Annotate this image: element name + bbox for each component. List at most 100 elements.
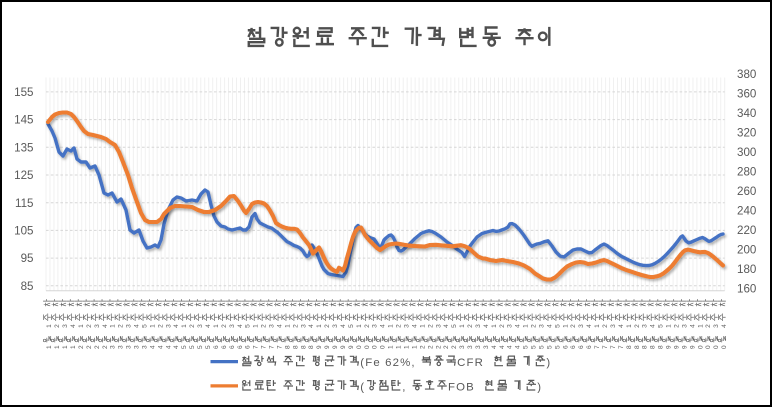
- svg-text:5: 5: [205, 345, 212, 349]
- svg-text:3: 3: [435, 324, 442, 328]
- svg-text:2: 2: [396, 324, 403, 328]
- svg-text:3: 3: [62, 324, 69, 328]
- svg-text:4: 4: [276, 324, 283, 328]
- svg-text:4: 4: [618, 324, 625, 328]
- svg-text:1: 1: [110, 324, 117, 328]
- svg-text:1: 1: [388, 345, 395, 349]
- svg-text:9: 9: [348, 345, 355, 349]
- svg-text:1: 1: [626, 324, 633, 328]
- svg-text:CFR: CFR: [457, 357, 484, 369]
- svg-text:2: 2: [324, 324, 331, 328]
- svg-text:3: 3: [269, 324, 276, 328]
- svg-text:1: 1: [78, 324, 85, 328]
- svg-text:9: 9: [681, 345, 688, 349]
- svg-text:1: 1: [594, 324, 601, 328]
- svg-text:5: 5: [538, 345, 545, 349]
- svg-text:7: 7: [269, 345, 276, 349]
- svg-text:2: 2: [189, 324, 196, 328]
- svg-text:1: 1: [459, 324, 466, 328]
- svg-text:340: 340: [737, 107, 756, 120]
- svg-text:3: 3: [507, 324, 514, 328]
- svg-text:9: 9: [316, 345, 323, 349]
- svg-text:1: 1: [396, 345, 403, 349]
- svg-text:2: 2: [531, 324, 538, 328]
- svg-text:7: 7: [610, 345, 617, 349]
- svg-text:7: 7: [253, 345, 260, 349]
- svg-text:3: 3: [404, 324, 411, 328]
- svg-text:5: 5: [658, 324, 665, 328]
- svg-text:5: 5: [554, 324, 561, 328]
- svg-text:2: 2: [364, 324, 371, 328]
- svg-text:2: 2: [292, 324, 299, 328]
- svg-text:2: 2: [54, 324, 61, 328]
- svg-text:6: 6: [245, 345, 252, 349]
- svg-text:1: 1: [356, 324, 363, 328]
- svg-text:3: 3: [118, 345, 125, 349]
- svg-text:5: 5: [245, 324, 252, 328]
- svg-text:4: 4: [483, 324, 490, 328]
- svg-text:2: 2: [86, 324, 93, 328]
- svg-text:5: 5: [189, 345, 196, 349]
- svg-text:4: 4: [205, 324, 212, 328]
- svg-text:2: 2: [435, 345, 442, 349]
- svg-text:(: (: [360, 381, 365, 393]
- svg-text:4: 4: [70, 324, 77, 328]
- svg-text:5: 5: [546, 345, 553, 349]
- svg-text:105: 105: [14, 225, 33, 238]
- svg-text:,: ,: [402, 381, 406, 393]
- svg-text:7: 7: [618, 345, 625, 349]
- svg-text:1: 1: [284, 324, 291, 328]
- svg-text:1: 1: [46, 345, 53, 349]
- svg-text:3: 3: [467, 345, 474, 349]
- svg-text:135: 135: [14, 141, 33, 154]
- svg-text:2: 2: [157, 324, 164, 328]
- svg-text:2: 2: [467, 324, 474, 328]
- svg-text:2: 2: [634, 324, 641, 328]
- svg-text:0: 0: [705, 345, 712, 349]
- svg-text:1: 1: [523, 324, 530, 328]
- svg-text:3: 3: [126, 345, 133, 349]
- svg-text:4: 4: [546, 324, 553, 328]
- svg-text:2: 2: [499, 324, 506, 328]
- svg-text:0: 0: [364, 345, 371, 349]
- svg-text:155: 155: [14, 86, 33, 99]
- svg-text:3: 3: [332, 324, 339, 328]
- svg-text:8: 8: [292, 345, 299, 349]
- svg-text:1: 1: [62, 345, 69, 349]
- svg-text:1: 1: [253, 324, 260, 328]
- svg-text:1: 1: [491, 324, 498, 328]
- svg-text:4: 4: [380, 324, 387, 328]
- svg-text:2: 2: [86, 345, 93, 349]
- svg-text:3: 3: [126, 324, 133, 328]
- svg-text:2: 2: [419, 345, 426, 349]
- svg-text:2: 2: [78, 345, 85, 349]
- svg-text:3: 3: [229, 324, 236, 328]
- svg-text:1: 1: [316, 324, 323, 328]
- svg-text:4: 4: [721, 324, 728, 328]
- svg-text:2: 2: [221, 324, 228, 328]
- svg-text:4: 4: [165, 345, 172, 349]
- svg-text:6: 6: [578, 345, 585, 349]
- svg-text:200: 200: [737, 243, 756, 256]
- svg-text:125: 125: [14, 169, 33, 182]
- svg-text:6: 6: [562, 345, 569, 349]
- svg-text:1: 1: [562, 324, 569, 328]
- svg-text:4: 4: [491, 345, 498, 349]
- svg-text:(Fe 62%,: (Fe 62%,: [360, 357, 415, 369]
- svg-text:4: 4: [515, 324, 522, 328]
- svg-text:2: 2: [673, 324, 680, 328]
- svg-text:4: 4: [507, 345, 514, 349]
- svg-text:9: 9: [689, 345, 696, 349]
- svg-text:6: 6: [229, 345, 236, 349]
- svg-text:2: 2: [602, 324, 609, 328]
- svg-text:8: 8: [634, 345, 641, 349]
- svg-text:FOB: FOB: [448, 381, 475, 393]
- svg-text:1: 1: [70, 345, 77, 349]
- svg-text:4: 4: [499, 345, 506, 349]
- svg-text:8: 8: [626, 345, 633, 349]
- svg-text:2: 2: [94, 345, 101, 349]
- svg-text:3: 3: [713, 324, 720, 328]
- svg-text:3: 3: [681, 324, 688, 328]
- svg-text:145: 145: [14, 114, 33, 127]
- svg-text:4: 4: [411, 324, 418, 328]
